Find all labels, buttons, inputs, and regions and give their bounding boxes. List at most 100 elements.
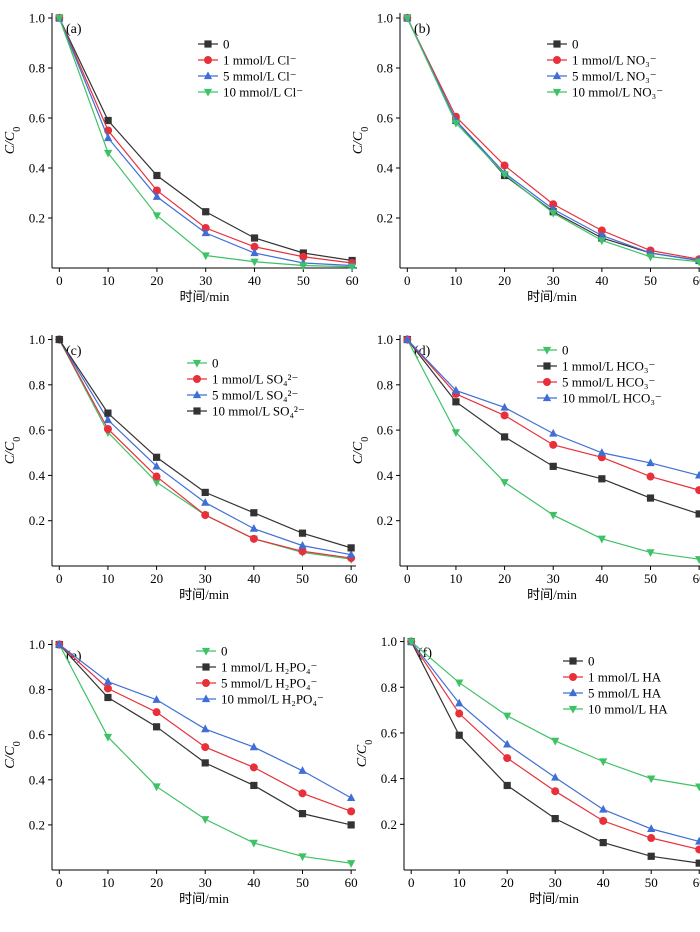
data-point bbox=[250, 781, 258, 790]
data-point bbox=[646, 494, 655, 502]
x-tick-label: 20 bbox=[150, 875, 163, 890]
legend-marker bbox=[568, 688, 578, 697]
data-point bbox=[250, 509, 258, 517]
data-point bbox=[249, 839, 258, 848]
legend-marker bbox=[204, 56, 212, 64]
legend-marker bbox=[193, 407, 201, 415]
data-point bbox=[152, 783, 161, 792]
legend-marker bbox=[542, 346, 552, 355]
legend-label: 5 mmol/L HCO₃⁻ bbox=[562, 375, 655, 390]
x-tick-label: 10 bbox=[101, 875, 114, 890]
legend-label: 10 mmol/L HCO₃⁻ bbox=[562, 391, 662, 406]
legend-label: 0 bbox=[588, 654, 595, 669]
legend-marker bbox=[192, 359, 202, 368]
legend: 01 mmol/L Cl⁻5 mmol/L Cl⁻10 mmol/L Cl⁻ bbox=[198, 37, 303, 100]
x-tick-label: 20 bbox=[498, 273, 511, 288]
data-point bbox=[549, 511, 558, 520]
data-point bbox=[298, 853, 307, 862]
data-point bbox=[152, 472, 161, 481]
data-point bbox=[249, 742, 258, 751]
legend-marker bbox=[543, 362, 551, 370]
series-4 bbox=[55, 639, 356, 801]
y-tick-label: 0.6 bbox=[29, 423, 46, 438]
data-point bbox=[347, 821, 355, 829]
data-point bbox=[104, 693, 112, 702]
data-point bbox=[455, 731, 463, 739]
x-tick-label: 20 bbox=[498, 571, 511, 586]
data-point bbox=[647, 775, 656, 784]
data-point bbox=[597, 230, 606, 239]
y-tick-label: 0.8 bbox=[377, 377, 393, 392]
panel-label: (a) bbox=[66, 22, 82, 37]
x-axis-label: 时间/min bbox=[180, 289, 230, 304]
data-point bbox=[403, 334, 412, 343]
data-point bbox=[503, 712, 512, 721]
x-tick-label: 30 bbox=[199, 273, 212, 288]
x-tick-label: 20 bbox=[150, 571, 163, 586]
data-point bbox=[347, 544, 355, 552]
data-point bbox=[599, 816, 608, 825]
data-point bbox=[695, 845, 700, 854]
y-tick-label: 0.4 bbox=[377, 468, 394, 483]
data-point bbox=[599, 838, 607, 847]
data-point bbox=[549, 209, 558, 218]
y-tick-label: 1.0 bbox=[377, 11, 393, 26]
y-tick-label: 0.2 bbox=[377, 211, 393, 226]
legend-label: 10 mmol/L SO₄²⁻ bbox=[212, 404, 305, 419]
legend-label: 10 mmol/L NO₃⁻ bbox=[572, 85, 663, 100]
data-point bbox=[451, 119, 461, 128]
data-point bbox=[500, 161, 509, 170]
legend-label: 10 mmol/L H₂PO₄⁻ bbox=[221, 692, 324, 707]
series-3 bbox=[403, 335, 700, 495]
data-point bbox=[152, 708, 161, 717]
x-tick-label: 40 bbox=[247, 571, 260, 586]
data-point bbox=[152, 186, 161, 195]
data-point bbox=[104, 116, 112, 125]
legend-marker bbox=[203, 71, 213, 80]
y-tick-label: 0.2 bbox=[29, 211, 45, 226]
y-axis-label: C/C0 bbox=[355, 740, 375, 768]
panel-label: (d) bbox=[414, 344, 431, 359]
data-point bbox=[55, 14, 64, 23]
data-point bbox=[646, 458, 655, 467]
y-tick-label: 1.0 bbox=[381, 634, 397, 649]
legend-label: 10 mmol/L Cl⁻ bbox=[223, 85, 303, 100]
data-point bbox=[249, 534, 258, 543]
y-tick-label: 1.0 bbox=[29, 11, 45, 26]
data-point bbox=[298, 547, 307, 556]
data-point bbox=[298, 789, 307, 798]
y-tick-label: 0.8 bbox=[381, 680, 397, 695]
y-tick-label: 0.4 bbox=[29, 468, 46, 483]
x-tick-label: 20 bbox=[501, 875, 514, 890]
x-tick-label: 50 bbox=[644, 273, 657, 288]
data-point bbox=[103, 415, 113, 424]
data-point bbox=[597, 448, 606, 456]
legend-label: 5 mmol/L Cl⁻ bbox=[223, 69, 297, 84]
x-tick-label: 40 bbox=[595, 273, 608, 288]
data-point bbox=[597, 237, 606, 246]
chart-panel-1: 0 10 20 30 40 50 60 0.2 0.4 0.6 0.8 1.0 时间/min C/C0 (a… bbox=[3, 11, 359, 305]
y-tick-label: 0.4 bbox=[29, 772, 46, 787]
data-point bbox=[551, 772, 560, 781]
data-point bbox=[694, 258, 700, 267]
data-point bbox=[201, 488, 209, 496]
data-point bbox=[695, 486, 700, 495]
data-point bbox=[452, 398, 460, 406]
x-tick-label: 0 bbox=[56, 273, 63, 288]
chart-panel-3: 0 10 20 30 40 50 600.20.40.60.81.0时间/minC/C0(c… bbox=[3, 332, 358, 602]
data-point bbox=[503, 739, 512, 748]
legend-marker bbox=[543, 378, 551, 386]
y-tick-label: 0.6 bbox=[381, 725, 398, 740]
data-point bbox=[647, 824, 656, 833]
legend-label: 0 bbox=[223, 37, 230, 52]
x-axis-label: 时间/min bbox=[179, 891, 229, 906]
data-point bbox=[500, 433, 509, 441]
x-tick-label: 0 bbox=[404, 273, 411, 288]
x-tick-label: 30 bbox=[199, 875, 212, 890]
data-point bbox=[455, 698, 464, 707]
data-point bbox=[551, 737, 560, 746]
series-line bbox=[406, 339, 700, 476]
data-point bbox=[250, 234, 259, 242]
